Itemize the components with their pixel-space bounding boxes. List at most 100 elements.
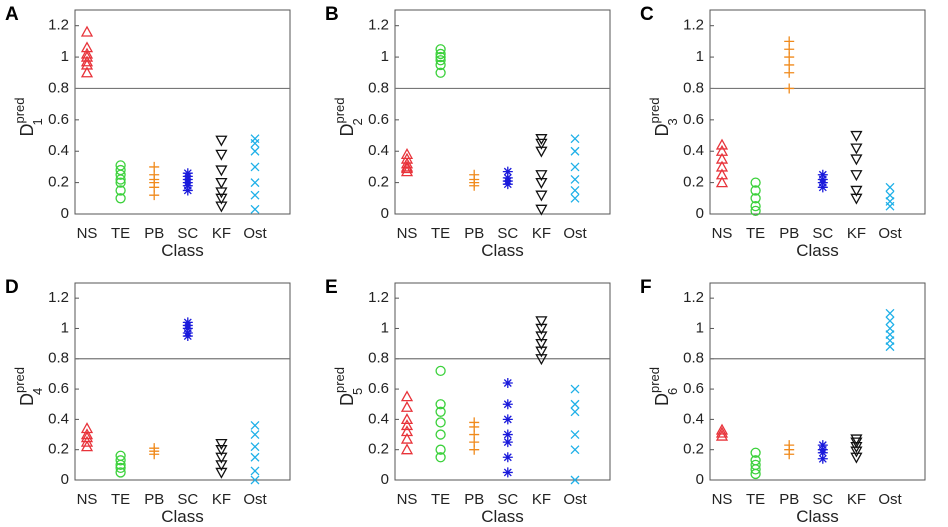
point [250,430,260,439]
y-label-sup: pred [12,97,27,123]
y-label-base: D [652,124,672,137]
x-tick-label: TE [111,491,130,508]
axes-box [394,282,611,481]
x-tick-label: PB [144,491,164,508]
x-tick-label: SC [177,225,198,242]
point [535,138,548,150]
y-axis-label: Dpred 6 [647,367,680,406]
y-tick-label: 1 [696,48,704,65]
y-axis-label: Dpred 1 [12,97,45,136]
y-tick-label: 0.8 [368,350,389,367]
point [250,452,260,462]
x-tick-label: SC [497,491,518,508]
point [715,144,729,156]
x-tick-label: TE [431,225,450,242]
x-tick-label: Ost [878,491,902,508]
point [885,316,895,326]
point [750,468,761,480]
point [817,169,828,180]
y-tick-label: 1 [61,319,69,336]
x-tick-label: SC [497,225,518,242]
point [215,177,228,189]
y-axis-label: Dpred 5 [332,367,365,406]
point [715,160,729,172]
point [469,417,480,428]
y-label-sup: pred [647,367,662,393]
point [750,177,761,188]
point [570,146,580,156]
point [80,422,94,434]
panel: C 0 0.2 0.4 0.6 0.8 1 1.2 NS TE PB SC KF Ost Class Dpre… [640,4,926,260]
point [215,445,228,457]
point [400,390,414,402]
y-tick-label: 1.2 [368,17,389,34]
point [502,378,513,389]
point [400,443,414,455]
y-tick-label: 1 [381,319,389,336]
point [535,338,548,350]
point [250,420,260,430]
point [750,464,761,475]
point [850,130,863,142]
point [250,162,260,172]
point [250,190,260,200]
point [570,162,580,172]
point [435,55,446,66]
panel: B 0 0.2 0.4 0.6 0.8 1 1.2 NS TE PB SC KF Ost Class Dpre… [325,4,611,260]
point [502,399,513,410]
y-tick-label: 0.8 [48,350,69,367]
x-tick-label: NS [712,225,733,242]
y-tick-label: 0 [696,471,704,488]
x-tick-label: PB [464,491,484,508]
x-tick-label: PB [779,491,799,508]
panel: A 0 0.2 0.4 0.6 0.8 1 1.2 NS TE PB SC KF Ost Class Dpre… [5,4,291,260]
point [502,414,513,425]
x-tick-label: KF [212,491,231,508]
y-tick-label: 0.4 [48,142,69,159]
y-label-sub: 2 [350,118,365,125]
x-axis-label: Class [481,507,524,526]
y-tick-label: 0.8 [683,350,704,367]
y-label-sup: pred [332,367,347,393]
axes-box [74,9,291,215]
point [115,160,126,171]
y-tick-label: 0 [381,471,389,488]
point [400,432,414,444]
x-axis-label: Class [796,241,839,260]
y-tick-label: 1 [381,48,389,65]
point [885,190,895,200]
point [850,442,863,453]
x-tick-label: Ost [243,491,267,508]
point [215,165,228,177]
point [215,135,228,147]
point [850,154,863,166]
point [400,400,414,412]
point [115,459,126,470]
panel: E 0 0.2 0.4 0.6 0.8 1 1.2 NS TE PB SC KF Ost Class Dpre… [325,277,611,526]
y-label-sub: 4 [30,388,45,395]
y-tick-label: 0.2 [368,174,389,191]
point [80,41,94,53]
point [850,434,863,446]
point [570,186,580,195]
x-tick-label: PB [779,225,799,242]
y-tick-label: 0 [61,471,69,488]
point [750,447,761,458]
x-tick-label: NS [77,491,98,508]
point [250,204,260,214]
point [570,430,580,439]
point [535,331,548,343]
point [535,354,548,366]
point [570,175,580,184]
y-label-base: D [652,393,672,406]
point [750,459,761,470]
y-tick-label: 0.6 [48,380,69,397]
x-tick-label: NS [397,491,418,508]
y-tick-label: 0.4 [683,142,704,159]
axes-box [709,9,926,215]
point [570,399,580,409]
point [535,323,548,335]
point [250,466,260,476]
point [250,146,260,156]
